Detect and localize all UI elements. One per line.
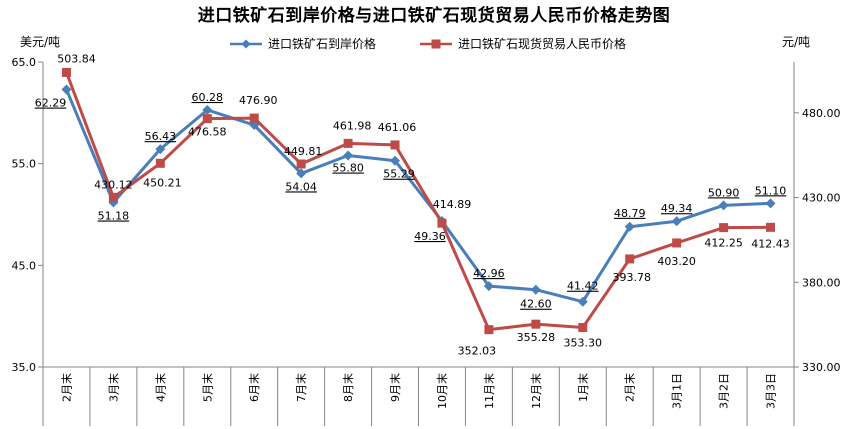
series-marker-rmb [625, 254, 635, 264]
data-label-rmb: 449.81 [284, 145, 323, 158]
series-marker-rmb [672, 238, 682, 248]
y-left-tick-label: 45.0 [12, 259, 37, 272]
series-marker-cif [624, 221, 635, 232]
series-marker-cif [296, 168, 307, 179]
series-marker-cif [202, 104, 213, 115]
series-marker-cif [530, 284, 541, 295]
series-line-rmb [65, 71, 771, 332]
data-label-rmb: 403.20 [657, 255, 696, 268]
data-label-cif: 60.28 [192, 91, 224, 104]
series-marker-cif [343, 150, 354, 161]
data-label-cif: 49.34 [661, 202, 693, 215]
x-tick-label: 3月2日 [718, 373, 731, 409]
data-label-cif: 55.29 [383, 168, 415, 181]
series-marker-cif [577, 296, 588, 307]
x-tick-label: 3月1日 [671, 373, 684, 409]
data-label-rmb: 412.25 [704, 237, 743, 250]
data-label-rmb: 430.12 [94, 178, 133, 191]
data-label-cif: 55.80 [332, 162, 364, 175]
series-marker-rmb [155, 158, 165, 168]
legend-marker-rmb [431, 39, 441, 49]
y-right-tick-label: 380.00 [802, 276, 841, 289]
x-tick-label: 3月3日 [765, 373, 778, 409]
x-tick-label: 9月末 [388, 373, 402, 402]
series-marker-cif [61, 84, 72, 95]
legend: 进口铁矿石到岸价格 进口铁矿石现货贸易人民币价格 [230, 36, 626, 51]
series-marker-rmb [296, 159, 306, 169]
y-left-tick-label: 65.0 [12, 56, 37, 69]
series-line-cif [65, 88, 771, 304]
data-label-cif: 51.10 [755, 184, 787, 197]
series-marker-rmb [390, 140, 400, 150]
series-marker-cif [718, 200, 729, 211]
x-tick-label: 3月末 [106, 373, 120, 402]
data-label-rmb: 414.89 [433, 198, 472, 211]
series-marker-rmb [343, 138, 353, 148]
chart-title: 进口铁矿石到岸价格与进口铁矿石现货贸易人民币价格走势图 [197, 6, 671, 26]
data-label-cif: 42.96 [473, 267, 505, 280]
x-tick-label: 1月末 [576, 373, 590, 402]
data-label-cif: 48.79 [614, 207, 646, 220]
data-label-rmb: 355.28 [517, 331, 556, 344]
data-label-cif: 62.29 [35, 97, 67, 110]
data-labels: 62.29 51.18 56.43 60.28 54.04 55.80 55.29 49.36… [35, 52, 790, 357]
series-marker-cif [765, 198, 776, 209]
series-marker-rmb [249, 113, 259, 123]
series-marker-cif [483, 281, 494, 292]
legend-label-rmb: 进口铁矿石现货贸易人民币价格 [458, 36, 626, 51]
series-marker-rmb [437, 218, 447, 228]
series-marker-rmb [202, 114, 212, 124]
x-tick-label: 10月末 [435, 373, 449, 409]
data-label-cif: 49.36 [414, 230, 446, 243]
data-label-rmb: 450.21 [143, 176, 182, 189]
data-label-cif: 56.43 [145, 130, 177, 143]
data-label-cif: 41.42 [567, 280, 599, 293]
series-marker-rmb [578, 323, 588, 333]
series-marker-cif [155, 144, 166, 155]
data-label-cif: 50.90 [708, 186, 740, 199]
series-marker-rmb [108, 192, 118, 202]
legend-marker-cif [241, 39, 251, 49]
series-marker-rmb [766, 222, 776, 232]
x-tick-label: 2月末 [59, 373, 73, 402]
y-right-tick-label: 330.00 [802, 361, 841, 374]
x-tick-label: 6月末 [247, 373, 261, 402]
x-tick-label: 4月末 [153, 373, 167, 402]
left-unit-label: 美元/吨 [20, 35, 60, 49]
data-label-rmb: 393.78 [612, 271, 651, 284]
series-marker-rmb [61, 67, 71, 77]
series-marker-rmb [719, 223, 729, 233]
series-marker-cif [390, 155, 401, 166]
series-marker-cif [671, 216, 682, 227]
data-label-rmb: 352.03 [458, 345, 497, 358]
data-label-rmb: 353.30 [564, 337, 603, 350]
x-tick-label: 7月末 [294, 373, 308, 402]
data-label-rmb: 461.06 [378, 121, 417, 134]
y-left-tick-label: 55.0 [12, 158, 37, 171]
x-tick-label: 2月末 [623, 373, 637, 402]
data-label-rmb: 412.43 [751, 237, 790, 250]
x-tick-label: 5月末 [200, 373, 214, 402]
y-right-tick-label: 480.00 [802, 107, 841, 120]
legend-label-cif: 进口铁矿石到岸价格 [268, 36, 376, 51]
data-label-cif: 51.18 [98, 210, 130, 223]
series-marker-rmb [531, 319, 541, 329]
data-label-cif: 54.04 [285, 180, 317, 193]
data-label-cif: 42.60 [520, 298, 552, 311]
series-marker-rmb [484, 325, 494, 335]
data-label-rmb: 461.98 [333, 119, 372, 132]
series-markers [61, 67, 776, 335]
x-tick-label: 12月末 [529, 373, 543, 409]
data-label-rmb: 476.90 [239, 94, 278, 107]
data-label-rmb: 503.84 [57, 52, 96, 65]
y-left-tick-label: 35.0 [12, 361, 37, 374]
data-label-rmb: 476.58 [188, 126, 227, 139]
series-lines [65, 71, 771, 332]
x-tick-label: 8月末 [341, 373, 355, 402]
right-unit-label: 元/吨 [782, 35, 810, 49]
y-right-tick-label: 430.00 [802, 192, 841, 205]
x-tick-label: 11月末 [482, 373, 496, 409]
axes: 35.0 45.0 55.0 65.0 330.00 380.00 430.00 480.00… [12, 56, 841, 426]
